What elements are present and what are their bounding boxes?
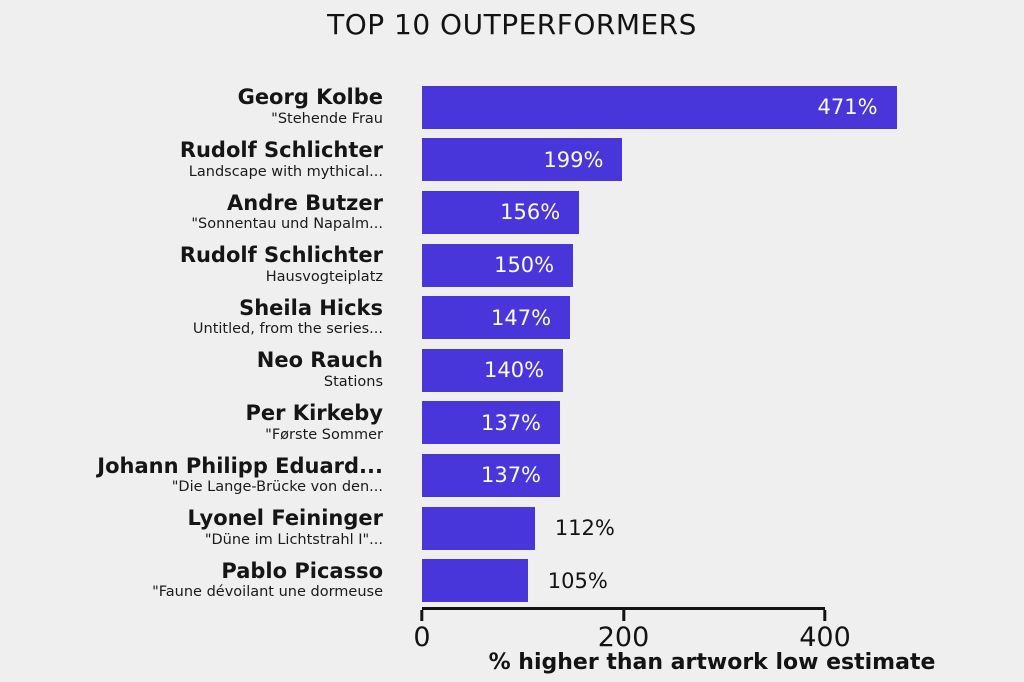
bar-row: Rudolf Schlichter Landscape with mythica… bbox=[0, 134, 1024, 187]
artist-name: Rudolf Schlichter bbox=[179, 138, 383, 163]
bar: 137% bbox=[422, 401, 561, 445]
artwork-title: Untitled, from the series... bbox=[192, 321, 383, 338]
artwork-title: "Faune dévoilant une dormeuse bbox=[152, 584, 383, 601]
bar-area: 147% bbox=[422, 296, 1024, 340]
artwork-title: "Die Lange-Brücke von den... bbox=[171, 479, 383, 496]
category-label: Neo Rauch Stations bbox=[0, 349, 422, 391]
x-axis-label: % higher than artwork low estimate bbox=[488, 650, 936, 675]
bar-area: 471% bbox=[422, 85, 1024, 129]
axis-tick bbox=[621, 610, 626, 621]
bar: 156% bbox=[422, 190, 580, 234]
artwork-title: Landscape with mythical... bbox=[188, 163, 383, 180]
bar: 137% bbox=[422, 453, 561, 497]
bar-row: Georg Kolbe "Stehende Frau 471% bbox=[0, 81, 1024, 134]
bar: 140% bbox=[422, 348, 564, 392]
bar bbox=[422, 506, 535, 550]
artist-name: Pablo Picasso bbox=[221, 558, 383, 583]
bar-rows: Georg Kolbe "Stehende Frau 471% Rudolf S… bbox=[0, 81, 1024, 607]
category-label: Sheila Hicks Untitled, from the series..… bbox=[0, 295, 422, 339]
bar-row: Johann Philipp Eduard... "Die Lange-Brüc… bbox=[0, 449, 1024, 502]
bar: 199% bbox=[422, 138, 623, 182]
value-label: 112% bbox=[554, 516, 615, 541]
artist-name: Neo Rauch bbox=[256, 348, 383, 373]
value-label: 156% bbox=[500, 200, 561, 225]
category-label: Pablo Picasso "Faune dévoilant une dorme… bbox=[0, 558, 422, 602]
artwork-title: Stations bbox=[323, 373, 383, 390]
bar: 150% bbox=[422, 243, 574, 287]
category-label: Rudolf Schlichter Landscape with mythica… bbox=[0, 139, 422, 181]
bar-row: Lyonel Feininger "Düne im Lichtstrahl I"… bbox=[0, 502, 1024, 555]
bar bbox=[422, 559, 528, 603]
bar-area: 150% bbox=[422, 243, 1024, 287]
category-label: Rudolf Schlichter Hausvogteiplatz bbox=[0, 244, 422, 286]
bar-row: Per Kirkeby "Første Sommer 137% bbox=[0, 397, 1024, 450]
category-label: Lyonel Feininger "Düne im Lichtstrahl I"… bbox=[0, 507, 422, 549]
x-axis: 0 200 400 bbox=[413, 607, 851, 653]
artwork-title: "Stehende Frau bbox=[271, 110, 383, 127]
artwork-title: "Første Sommer bbox=[265, 426, 383, 443]
bar-area: 199% bbox=[422, 138, 1024, 182]
value-label: 105% bbox=[547, 568, 608, 593]
bar-row: Sheila Hicks Untitled, from the series..… bbox=[0, 291, 1024, 344]
artist-name: Andre Butzer bbox=[227, 190, 383, 215]
artist-name: Johann Philipp Eduard... bbox=[97, 453, 383, 478]
artwork-title: "Sonnentau und Napalm... bbox=[191, 216, 383, 233]
value-label: 147% bbox=[491, 305, 552, 330]
artist-name: Per Kirkeby bbox=[245, 401, 384, 426]
bar-row: Neo Rauch Stations 140% bbox=[0, 344, 1024, 397]
value-label: 137% bbox=[480, 410, 542, 435]
value-label: 150% bbox=[494, 253, 555, 278]
bar: 147% bbox=[422, 296, 571, 340]
bar-area: 105% bbox=[422, 559, 1024, 603]
artist-name: Rudolf Schlichter bbox=[179, 243, 383, 268]
bar-area: 137% bbox=[422, 401, 1024, 445]
category-label: Georg Kolbe "Stehende Frau bbox=[0, 86, 422, 128]
axis-tick bbox=[420, 610, 424, 621]
chart-title: TOP 10 OUTPERFORMERS bbox=[327, 8, 697, 41]
artist-name: Georg Kolbe bbox=[237, 85, 383, 110]
axis-tick bbox=[823, 610, 827, 621]
bar-row: Rudolf Schlichter Hausvogteiplatz 150% bbox=[0, 239, 1024, 292]
artwork-title: Hausvogteiplatz bbox=[265, 268, 383, 285]
value-label: 199% bbox=[543, 147, 604, 172]
category-label: Andre Butzer "Sonnentau und Napalm... bbox=[0, 190, 422, 234]
category-label: Johann Philipp Eduard... "Die Lange-Brüc… bbox=[0, 453, 422, 497]
artwork-title: "Düne im Lichtstrahl I"... bbox=[204, 531, 383, 548]
axis-tick-label: 400 bbox=[799, 622, 851, 653]
category-label: Per Kirkeby "Første Sommer bbox=[0, 402, 422, 444]
artist-name: Sheila Hicks bbox=[239, 295, 383, 320]
bar-area: 140% bbox=[422, 348, 1024, 392]
axis-tick-label: 200 bbox=[597, 622, 650, 653]
value-label: 137% bbox=[480, 463, 542, 488]
axis-tick-label: 0 bbox=[413, 622, 431, 653]
bar-area: 156% bbox=[422, 190, 1024, 234]
value-label: 140% bbox=[484, 358, 545, 383]
bar: 471% bbox=[422, 85, 897, 129]
bar-area: 112% bbox=[422, 506, 1024, 550]
value-label: 471% bbox=[817, 95, 878, 120]
bar-area: 137% bbox=[422, 453, 1024, 497]
artist-name: Lyonel Feininger bbox=[187, 506, 383, 531]
bar-row: Andre Butzer "Sonnentau und Napalm... 15… bbox=[0, 186, 1024, 239]
bar-row: Pablo Picasso "Faune dévoilant une dorme… bbox=[0, 554, 1024, 607]
